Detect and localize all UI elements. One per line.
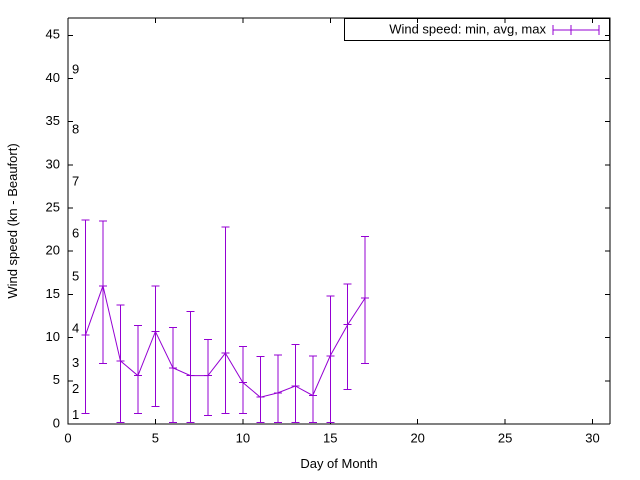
error-bar bbox=[361, 236, 370, 365]
error-bar bbox=[203, 338, 212, 416]
x-tick-label: 30 bbox=[585, 431, 599, 446]
y-tick-label: 10 bbox=[46, 329, 60, 344]
error-bar bbox=[81, 219, 90, 415]
error-bar bbox=[238, 345, 247, 415]
x-tick-label: 15 bbox=[323, 431, 337, 446]
beaufort-label: 9 bbox=[72, 61, 79, 76]
error-bar bbox=[186, 311, 195, 423]
beaufort-label: 6 bbox=[72, 225, 79, 240]
beaufort-label: 2 bbox=[72, 381, 79, 396]
x-tick-label: 25 bbox=[498, 431, 512, 446]
average-line-group bbox=[85, 284, 366, 398]
x-tick-label: 0 bbox=[64, 431, 71, 446]
x-axis-ticks: 0 5 10 15 20 25 30 bbox=[64, 18, 600, 446]
y-tick-label: 5 bbox=[53, 372, 60, 387]
y-tick-label: 20 bbox=[46, 243, 60, 258]
x-tick-label: 20 bbox=[410, 431, 424, 446]
error-bar bbox=[343, 283, 352, 390]
error-bar bbox=[168, 326, 177, 423]
x-axis-title: Day of Month bbox=[300, 456, 377, 471]
error-bar bbox=[221, 226, 230, 415]
error-bar bbox=[291, 344, 300, 423]
legend-border bbox=[344, 18, 610, 41]
y-tick-label: 0 bbox=[53, 415, 60, 430]
y-tick-label: 35 bbox=[46, 113, 60, 128]
beaufort-scale-labels: 1 2 3 4 5 6 7 8 9 bbox=[72, 61, 79, 422]
legend-label: Wind speed: min, avg, max bbox=[389, 21, 546, 36]
y-tick-label: 40 bbox=[46, 70, 60, 85]
error-bar bbox=[273, 354, 282, 423]
error-bar bbox=[98, 220, 107, 365]
error-bars-group bbox=[81, 219, 370, 423]
y-axis-title: Wind speed (kn - Beaufort) bbox=[5, 143, 20, 298]
error-bar bbox=[151, 285, 160, 408]
beaufort-label: 5 bbox=[72, 269, 79, 284]
beaufort-label: 7 bbox=[72, 174, 79, 189]
beaufort-label: 3 bbox=[72, 355, 79, 370]
y-tick-label: 25 bbox=[46, 199, 60, 214]
average-line bbox=[85, 284, 366, 398]
y-tick-label: 15 bbox=[46, 286, 60, 301]
error-bar bbox=[308, 355, 317, 423]
y-tick-label: 45 bbox=[46, 27, 60, 42]
legend-sample-marker bbox=[552, 25, 600, 35]
plot-frame bbox=[67, 17, 611, 425]
legend: Wind speed: min, avg, max bbox=[344, 18, 610, 41]
error-bar bbox=[326, 295, 335, 423]
x-tick-label: 5 bbox=[152, 431, 159, 446]
x-tick-label: 10 bbox=[236, 431, 250, 446]
y-tick-label: 30 bbox=[46, 156, 60, 171]
beaufort-label: 4 bbox=[72, 320, 79, 335]
beaufort-label: 8 bbox=[72, 122, 79, 137]
error-bar bbox=[256, 356, 265, 423]
beaufort-label: 1 bbox=[72, 407, 79, 422]
